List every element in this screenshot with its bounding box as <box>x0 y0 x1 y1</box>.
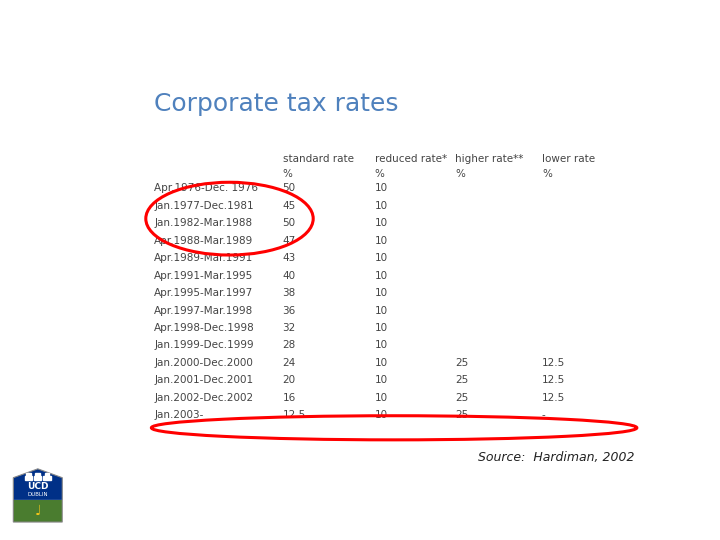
Text: 43: 43 <box>282 253 296 263</box>
Text: 36: 36 <box>282 306 296 315</box>
Text: -: - <box>542 410 546 420</box>
Text: Apr.1988-Mar.1989: Apr.1988-Mar.1989 <box>154 235 253 246</box>
Text: 10: 10 <box>374 201 387 211</box>
Bar <box>25 476 32 480</box>
Text: 38: 38 <box>282 288 296 298</box>
Bar <box>35 473 40 476</box>
Text: 25: 25 <box>456 410 469 420</box>
Text: Jan.1999-Dec.1999: Jan.1999-Dec.1999 <box>154 341 253 350</box>
Text: Source:  Hardiman, 2002: Source: Hardiman, 2002 <box>477 451 634 464</box>
Bar <box>45 473 50 476</box>
Polygon shape <box>14 500 63 522</box>
Text: 28: 28 <box>282 341 296 350</box>
Bar <box>34 476 42 480</box>
Text: 10: 10 <box>374 253 387 263</box>
Text: 40: 40 <box>282 271 296 281</box>
Text: Jan.2001-Dec.2001: Jan.2001-Dec.2001 <box>154 375 253 386</box>
Text: %: % <box>374 168 384 179</box>
Text: higher rate**: higher rate** <box>456 154 524 164</box>
Text: 12.5: 12.5 <box>282 410 306 420</box>
Text: lower rate: lower rate <box>542 154 595 164</box>
Text: 25: 25 <box>456 358 469 368</box>
Text: 12.5: 12.5 <box>542 393 565 403</box>
Text: reduced rate*: reduced rate* <box>374 154 446 164</box>
Text: Jan.2003-: Jan.2003- <box>154 410 204 420</box>
Text: Jan.2002-Dec.2002: Jan.2002-Dec.2002 <box>154 393 253 403</box>
Text: Corporate tax rates: Corporate tax rates <box>154 92 399 116</box>
Text: Apr.1989-Mar.1991: Apr.1989-Mar.1991 <box>154 253 253 263</box>
Text: 10: 10 <box>374 410 387 420</box>
Text: 10: 10 <box>374 306 387 315</box>
Text: 25: 25 <box>456 393 469 403</box>
Text: ♩: ♩ <box>35 504 41 518</box>
Text: 10: 10 <box>374 218 387 228</box>
Text: %: % <box>282 168 292 179</box>
Text: 50: 50 <box>282 183 296 193</box>
Text: 25: 25 <box>456 375 469 386</box>
Text: %: % <box>456 168 465 179</box>
Text: 10: 10 <box>374 323 387 333</box>
Text: 10: 10 <box>374 288 387 298</box>
Text: 47: 47 <box>282 235 296 246</box>
Text: %: % <box>542 168 552 179</box>
Text: 16: 16 <box>282 393 296 403</box>
Text: 45: 45 <box>282 201 296 211</box>
Text: Jan.2000-Dec.2000: Jan.2000-Dec.2000 <box>154 358 253 368</box>
Text: 10: 10 <box>374 235 387 246</box>
Text: 10: 10 <box>374 358 387 368</box>
Text: Apr.1995-Mar.1997: Apr.1995-Mar.1997 <box>154 288 253 298</box>
Text: 12.5: 12.5 <box>542 358 565 368</box>
Text: 10: 10 <box>374 271 387 281</box>
Text: 50: 50 <box>282 218 296 228</box>
Text: Apr.1997-Mar.1998: Apr.1997-Mar.1998 <box>154 306 253 315</box>
Text: 32: 32 <box>282 323 296 333</box>
Text: Jan.1982-Mar.1988: Jan.1982-Mar.1988 <box>154 218 252 228</box>
Text: 24: 24 <box>282 358 296 368</box>
Text: 10: 10 <box>374 183 387 193</box>
Text: standard rate: standard rate <box>282 154 354 164</box>
Bar <box>43 476 50 480</box>
Text: UCD: UCD <box>27 482 48 491</box>
Text: Apr.1976-Dec. 1976: Apr.1976-Dec. 1976 <box>154 183 258 193</box>
Text: 20: 20 <box>282 375 296 386</box>
Polygon shape <box>14 469 63 500</box>
Text: DUBLIN: DUBLIN <box>27 492 48 497</box>
Text: 10: 10 <box>374 393 387 403</box>
Text: Jan.1977-Dec.1981: Jan.1977-Dec.1981 <box>154 201 253 211</box>
Text: 12.5: 12.5 <box>542 375 565 386</box>
Bar <box>26 473 31 476</box>
Text: 10: 10 <box>374 341 387 350</box>
Text: Apr.1991-Mar.1995: Apr.1991-Mar.1995 <box>154 271 253 281</box>
Text: 10: 10 <box>374 375 387 386</box>
Text: Apr.1998-Dec.1998: Apr.1998-Dec.1998 <box>154 323 255 333</box>
